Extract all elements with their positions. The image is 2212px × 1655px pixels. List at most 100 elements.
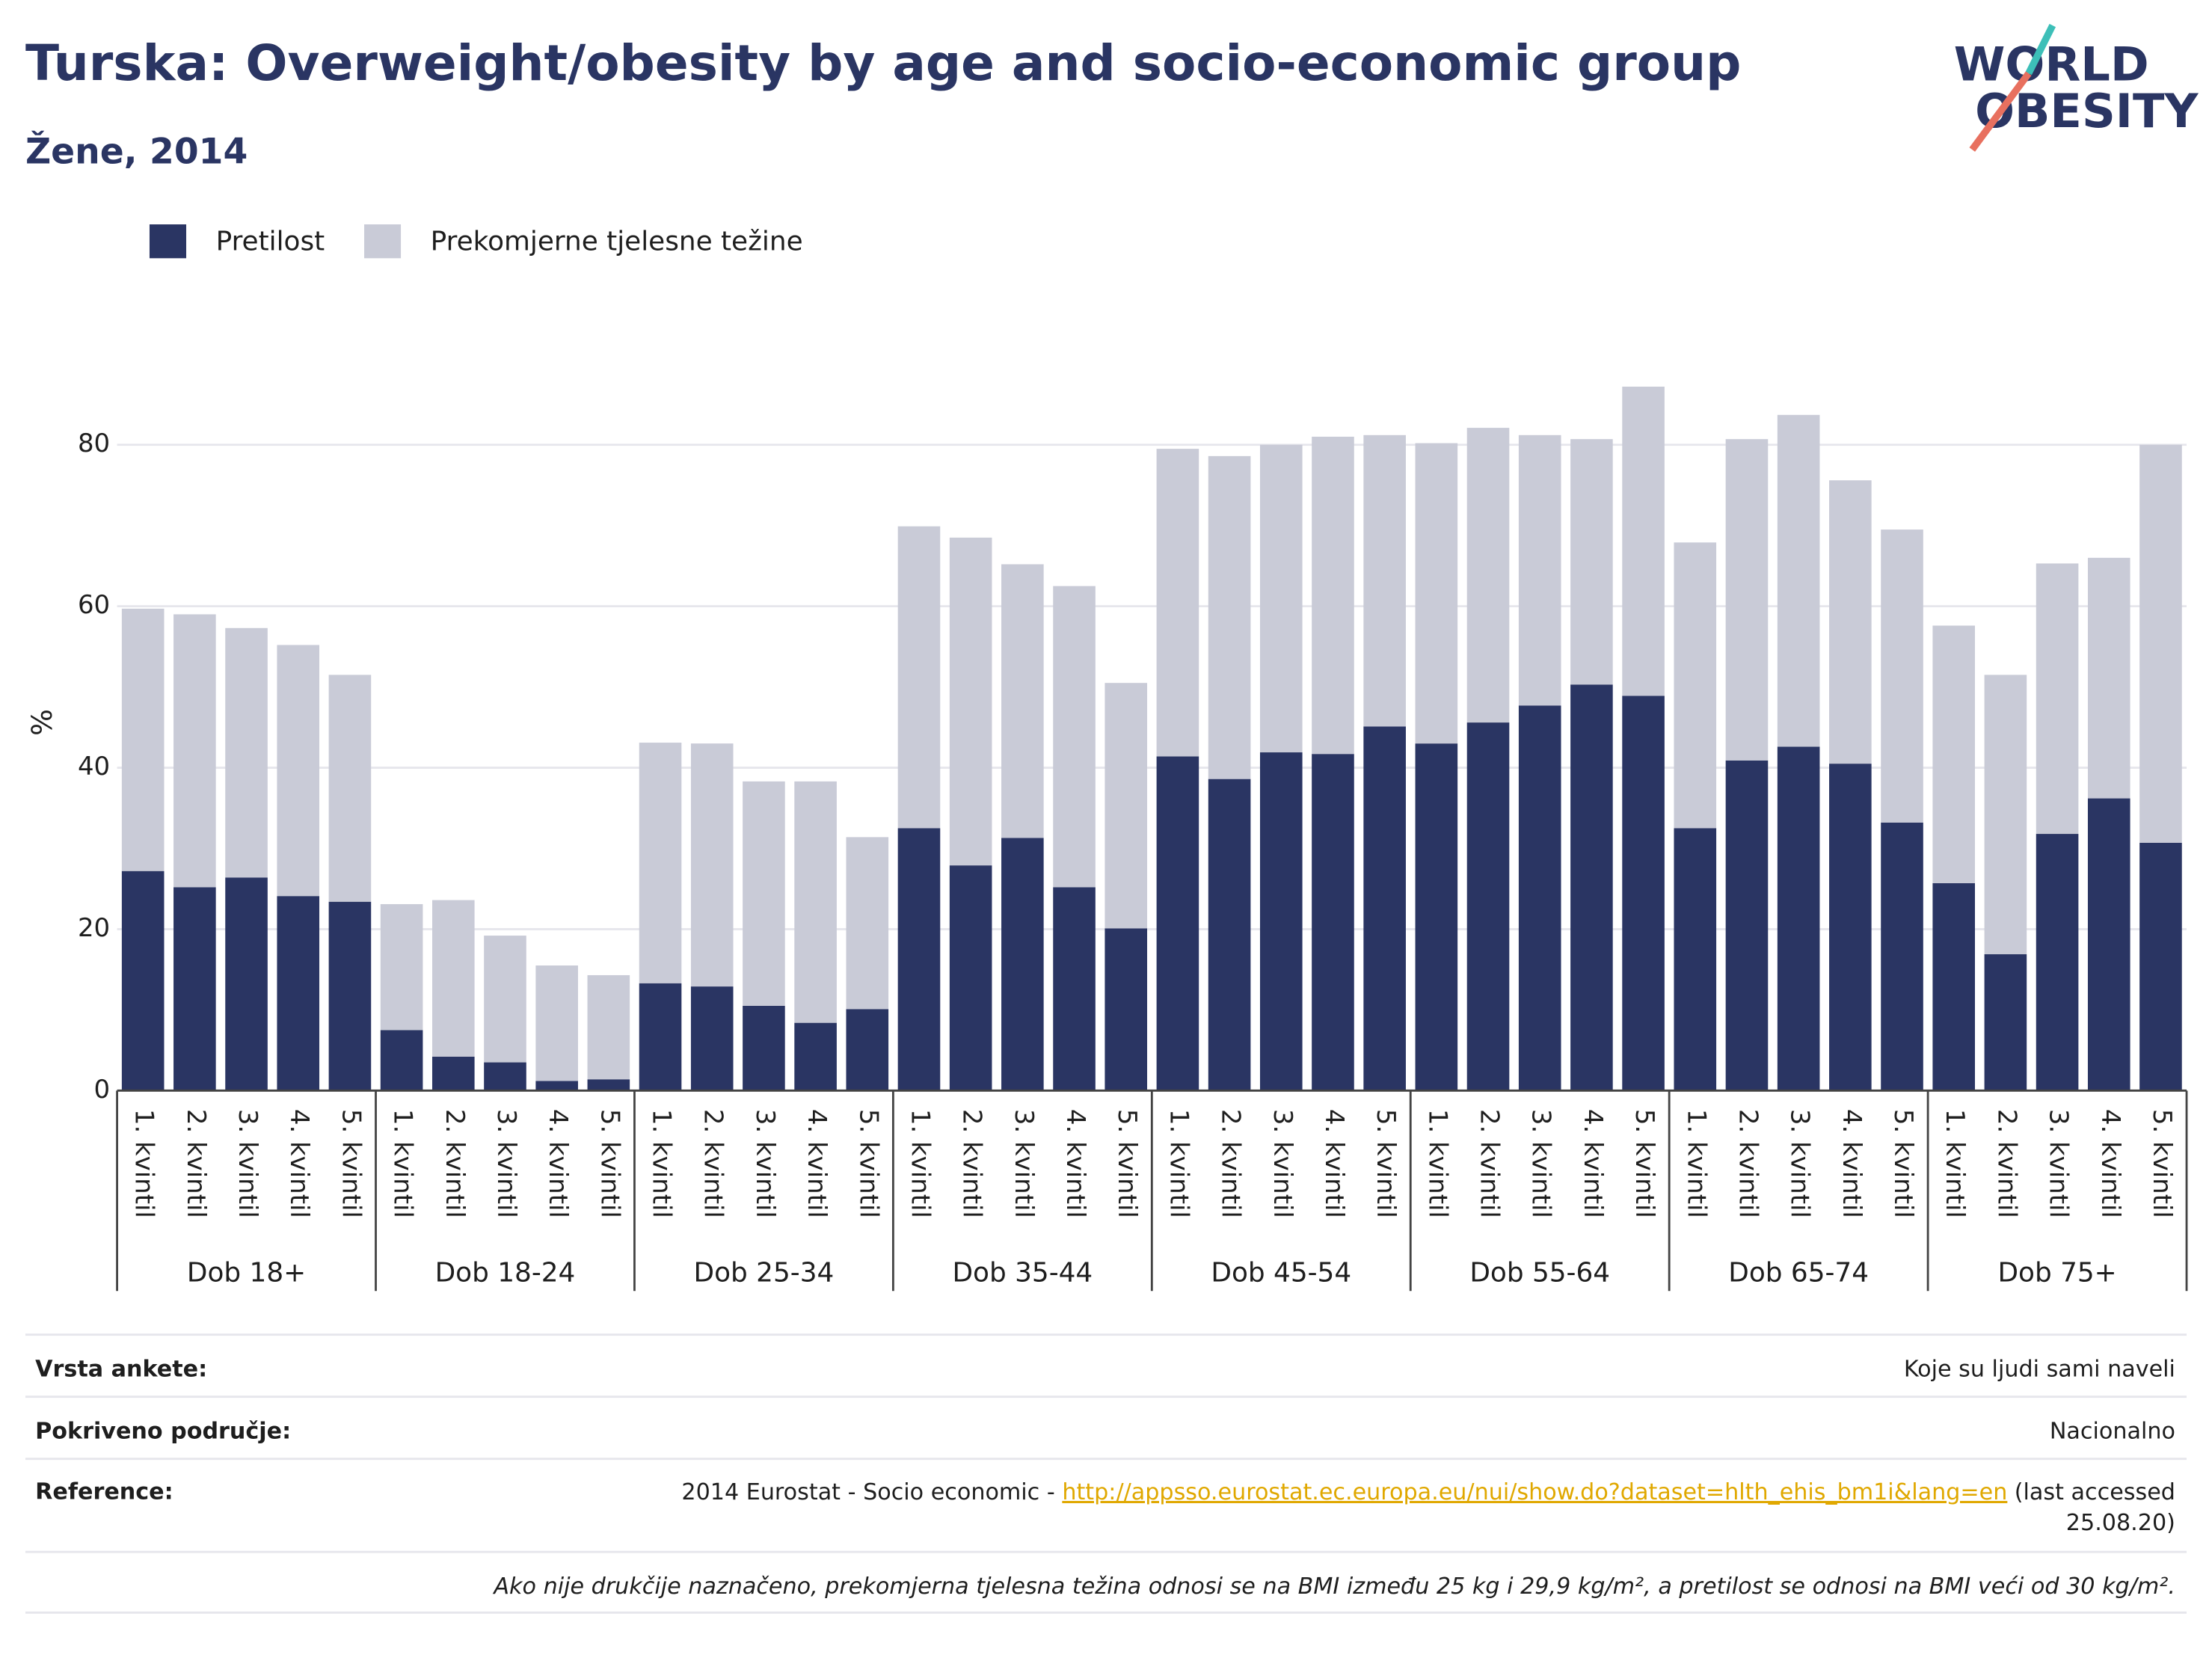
y-tick-label: 80	[78, 429, 110, 458]
bar-segment	[1312, 754, 1354, 1091]
x-tick-label: 5. kvintil	[336, 1109, 366, 1218]
bar-segment	[2139, 444, 2182, 843]
bar-segment	[690, 743, 734, 987]
bar-segment	[431, 900, 475, 1057]
bar-segment	[2036, 834, 2079, 1091]
bar-segment	[1259, 752, 1303, 1091]
bar-segment	[1363, 726, 1406, 1091]
bar-segment	[380, 903, 423, 1031]
x-tick-label: 3. kvintil	[1785, 1109, 1815, 1218]
bar-segment	[1518, 705, 1561, 1091]
bar-segment	[1001, 838, 1044, 1091]
logo-text: WORLD	[1954, 37, 2149, 92]
x-tick-label: 2. kvintil	[698, 1109, 728, 1218]
footer-label: Vrsta ankete:	[35, 1356, 207, 1382]
bar-segment	[484, 1062, 526, 1091]
bar-segment	[1259, 444, 1303, 753]
footer-value: 2014 Eurostat - Socio economic - http://…	[681, 1479, 2175, 1505]
bar-segment	[225, 627, 268, 878]
bar-segment	[328, 675, 372, 902]
x-tick-label: 3. kvintil	[1526, 1109, 1556, 1218]
footer-note: Ako nije drukčije naznačeno, prekomjerna…	[492, 1573, 2175, 1600]
bar-segment	[277, 645, 320, 897]
y-tick-label: 0	[94, 1075, 111, 1105]
bar-segment	[1881, 529, 1923, 823]
x-tick-label: 2. kvintil	[440, 1109, 470, 1218]
logo-slash	[1969, 71, 2032, 152]
footer-label: Reference:	[35, 1479, 173, 1505]
x-tick-label: 5. kvintil	[2147, 1109, 2177, 1218]
reference-link[interactable]: http://appsso.eurostat.ec.europa.eu/nui/…	[1062, 1479, 2007, 1505]
x-tick-label: 5. kvintil	[595, 1109, 624, 1218]
bar-segment	[897, 828, 941, 1091]
footer-label: Pokriveno područje:	[35, 1418, 291, 1444]
bar-segment	[1105, 683, 1148, 929]
bar-segment	[1312, 436, 1354, 755]
x-tick-label: 1. kvintil	[388, 1109, 418, 1218]
x-tick-label: 4. kvintil	[1060, 1109, 1090, 1218]
x-tick-label: 4. kvintil	[802, 1109, 832, 1218]
bar-segment	[1466, 722, 1510, 1091]
x-tick-label: 2. kvintil	[957, 1109, 987, 1218]
x-tick-label: 1. kvintil	[647, 1109, 677, 1218]
y-tick-label: 60	[78, 590, 110, 620]
y-tick-label: 40	[78, 752, 110, 782]
bar-segment	[639, 983, 682, 1091]
bar-segment	[1674, 542, 1717, 829]
x-tick-label: 5. kvintil	[1371, 1109, 1401, 1218]
bar-segment	[121, 871, 165, 1091]
x-tick-label: 3. kvintil	[1009, 1109, 1039, 1218]
bar-segment	[690, 986, 734, 1091]
bar-segment	[2087, 557, 2130, 799]
bar-segment	[743, 781, 785, 1006]
bar-segment	[277, 896, 320, 1091]
x-tick-label: 1. kvintil	[1681, 1109, 1711, 1218]
bar-segment	[639, 743, 682, 983]
x-tick-label: 5. kvintil	[1112, 1109, 1142, 1218]
bar-segment	[1674, 828, 1717, 1091]
bar-segment	[949, 537, 992, 866]
legend-swatch	[149, 224, 187, 259]
legend-label: Pretilost	[216, 227, 325, 257]
bar-segment	[2036, 563, 2079, 835]
bar-segment	[173, 614, 216, 888]
x-tick-label: 5. kvintil	[1629, 1109, 1659, 1218]
footer-value: 25.08.20)	[2066, 1510, 2175, 1536]
x-tick-label: 4. kvintil	[1837, 1109, 1867, 1218]
x-tick-label: 5. kvintil	[853, 1109, 883, 1218]
bar-segment	[1984, 675, 2027, 954]
bar-segment	[846, 837, 889, 1010]
bar-segment	[1777, 414, 1820, 747]
bar-segment	[949, 865, 992, 1091]
x-tick-label: 3. kvintil	[491, 1109, 521, 1218]
y-tick-label: 20	[78, 913, 110, 943]
logo-slash	[2025, 23, 2056, 76]
legend-swatch	[364, 224, 402, 259]
bar-segment	[1570, 684, 1613, 1091]
x-tick-label: 4. kvintil	[284, 1109, 314, 1218]
bar-segment	[1622, 696, 1665, 1091]
x-tick-label: 2. kvintil	[1991, 1109, 2021, 1218]
x-tick-label: 5. kvintil	[1888, 1109, 1918, 1218]
bar-segment	[1415, 443, 1458, 744]
chart-subtitle: Žene, 2014	[25, 130, 248, 173]
bar-segment	[1518, 435, 1561, 706]
bar-segment	[1105, 928, 1148, 1091]
bar-segment	[173, 887, 216, 1091]
bar-segment	[1570, 439, 1613, 685]
bar-segment	[1829, 480, 1872, 764]
bar-segment	[1622, 387, 1665, 696]
bar-segment	[1829, 764, 1872, 1091]
reference-text: 2014 Eurostat - Socio economic -	[681, 1479, 1062, 1505]
x-tick-label: 1. kvintil	[1940, 1109, 1970, 1218]
bar-segment	[1466, 428, 1510, 723]
x-tick-label: 3. kvintil	[233, 1109, 262, 1218]
group-label: Dob 75+	[1997, 1258, 2116, 1289]
x-tick-label: 3. kvintil	[750, 1109, 780, 1218]
x-tick-label: 3. kvintil	[1268, 1109, 1297, 1218]
bar-segment	[1156, 756, 1199, 1091]
x-tick-label: 4. kvintil	[2095, 1109, 2125, 1218]
bar-segment	[587, 1079, 630, 1091]
chart-title: Turska: Overweight/obesity by age and so…	[25, 34, 1741, 92]
